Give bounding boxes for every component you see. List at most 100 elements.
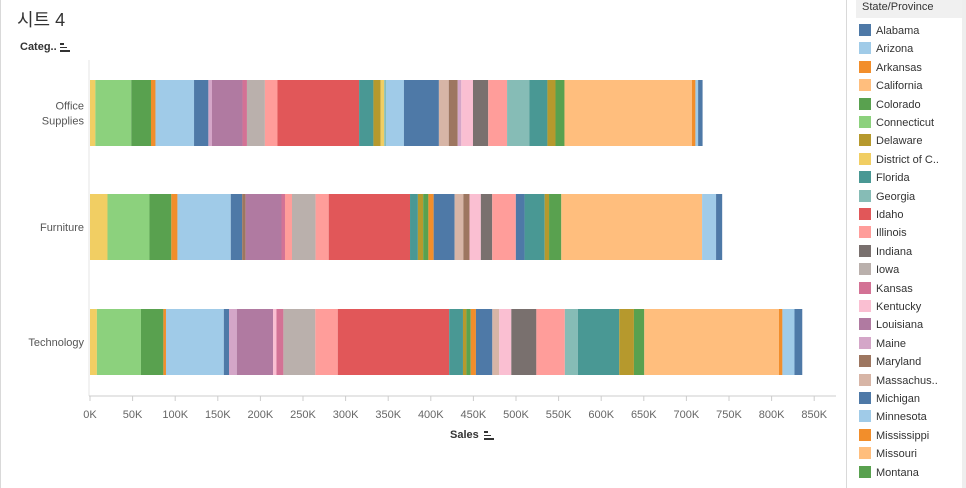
- bar-segment[interactable]: [511, 309, 537, 375]
- bar-segment[interactable]: [242, 80, 247, 146]
- bar-segment[interactable]: [698, 80, 703, 146]
- bar-segment[interactable]: [461, 80, 473, 146]
- bar-segment[interactable]: [619, 309, 634, 375]
- bar-segment[interactable]: [281, 194, 285, 260]
- bar-segment[interactable]: [457, 80, 462, 146]
- bar-segment[interactable]: [380, 80, 385, 146]
- bar-segment[interactable]: [472, 80, 489, 146]
- legend-item[interactable]: Maryland: [859, 355, 964, 373]
- bar-segment[interactable]: [695, 80, 699, 146]
- bar-segment[interactable]: [577, 309, 620, 375]
- bar-segment[interactable]: [716, 194, 723, 260]
- bar-segment[interactable]: [140, 309, 164, 375]
- bar-segment[interactable]: [208, 80, 212, 146]
- bar-segment[interactable]: [284, 194, 292, 260]
- legend-item[interactable]: Missouri: [859, 447, 964, 465]
- legend-item[interactable]: Louisiana: [859, 318, 964, 336]
- bar-segment[interactable]: [691, 80, 696, 146]
- bar-technology[interactable]: [90, 309, 803, 375]
- bar-segment[interactable]: [633, 309, 645, 375]
- bar-segment[interactable]: [242, 194, 246, 260]
- bar-segment[interactable]: [211, 80, 243, 146]
- bar-segment[interactable]: [246, 80, 265, 146]
- bar-segment[interactable]: [536, 309, 565, 375]
- bar-segment[interactable]: [283, 309, 316, 375]
- bar-segment[interactable]: [291, 194, 316, 260]
- category-sort-icon[interactable]: [60, 43, 71, 52]
- bar-segment[interactable]: [403, 80, 439, 146]
- legend-item[interactable]: Minnesota: [859, 410, 964, 428]
- bar-segment[interactable]: [417, 194, 424, 260]
- bar-segment[interactable]: [385, 80, 404, 146]
- bar-segment[interactable]: [515, 194, 525, 260]
- bar-segment[interactable]: [277, 80, 360, 146]
- bar-segment[interactable]: [423, 194, 429, 260]
- legend-item[interactable]: Georgia: [859, 189, 964, 208]
- bar-segment[interactable]: [150, 80, 156, 146]
- bar-segment[interactable]: [90, 194, 108, 260]
- legend-item[interactable]: Montana: [859, 465, 964, 484]
- legend-item[interactable]: Arizona: [859, 42, 964, 60]
- bar-segment[interactable]: [95, 80, 132, 146]
- bar-segment[interactable]: [177, 194, 231, 260]
- bar-segment[interactable]: [470, 309, 476, 375]
- bar-segment[interactable]: [555, 80, 565, 146]
- legend-title[interactable]: State/Province: [856, 0, 964, 18]
- bar-office-supplies[interactable]: [90, 80, 703, 146]
- bar-segment[interactable]: [794, 309, 803, 375]
- bar-segment[interactable]: [507, 80, 530, 146]
- bar-segment[interactable]: [438, 80, 449, 146]
- legend-item[interactable]: California: [859, 79, 964, 97]
- bar-segment[interactable]: [480, 194, 493, 260]
- legend-item[interactable]: Iowa: [859, 263, 964, 281]
- legend-item[interactable]: Arkansas: [859, 60, 964, 79]
- bar-segment[interactable]: [384, 80, 386, 146]
- bar-segment[interactable]: [529, 80, 548, 146]
- legend-item[interactable]: Illinois: [859, 226, 964, 244]
- bar-segment[interactable]: [499, 309, 512, 375]
- bar-segment[interactable]: [328, 194, 411, 260]
- bar-segment[interactable]: [90, 80, 96, 146]
- bar-segment[interactable]: [230, 194, 243, 260]
- bar-segment[interactable]: [549, 194, 562, 260]
- bar-segment[interactable]: [778, 309, 783, 375]
- bar-segment[interactable]: [96, 309, 141, 375]
- legend-item[interactable]: Colorado: [859, 97, 964, 116]
- sales-sort-icon[interactable]: [484, 431, 495, 440]
- category-field-header[interactable]: Categ..: [20, 41, 57, 53]
- bar-segment[interactable]: [448, 80, 458, 146]
- bar-segment[interactable]: [229, 309, 237, 375]
- bar-segment[interactable]: [782, 309, 795, 375]
- bar-segment[interactable]: [564, 80, 692, 146]
- legend-item[interactable]: Alabama: [859, 24, 964, 42]
- bar-furniture[interactable]: [90, 194, 723, 260]
- legend-item[interactable]: District of C..: [859, 152, 964, 171]
- bar-segment[interactable]: [561, 194, 703, 260]
- bar-segment[interactable]: [449, 309, 463, 375]
- bar-segment[interactable]: [466, 309, 471, 375]
- bar-segment[interactable]: [702, 194, 717, 260]
- bar-segment[interactable]: [359, 80, 374, 146]
- bar-segment[interactable]: [488, 80, 508, 146]
- bar-segment[interactable]: [273, 309, 277, 375]
- bar-segment[interactable]: [171, 194, 178, 260]
- legend-scrollbar[interactable]: [962, 0, 966, 488]
- bar-segment[interactable]: [194, 80, 209, 146]
- bar-segment[interactable]: [163, 309, 166, 375]
- legend-item[interactable]: Connecticut: [859, 116, 964, 134]
- bar-segment[interactable]: [428, 194, 434, 260]
- bar-segment[interactable]: [131, 80, 151, 146]
- bar-segment[interactable]: [155, 80, 195, 146]
- bar-segment[interactable]: [644, 309, 779, 375]
- legend-item[interactable]: Idaho: [859, 208, 964, 226]
- bar-segment[interactable]: [373, 80, 381, 146]
- bar-segment[interactable]: [165, 309, 224, 375]
- bar-segment[interactable]: [469, 194, 481, 260]
- bar-segment[interactable]: [492, 309, 500, 375]
- bar-segment[interactable]: [90, 309, 97, 375]
- bar-segment[interactable]: [245, 194, 282, 260]
- bar-segment[interactable]: [462, 309, 467, 375]
- bar-segment[interactable]: [315, 309, 338, 375]
- bar-segment[interactable]: [223, 309, 229, 375]
- legend-item[interactable]: Delaware: [859, 134, 964, 152]
